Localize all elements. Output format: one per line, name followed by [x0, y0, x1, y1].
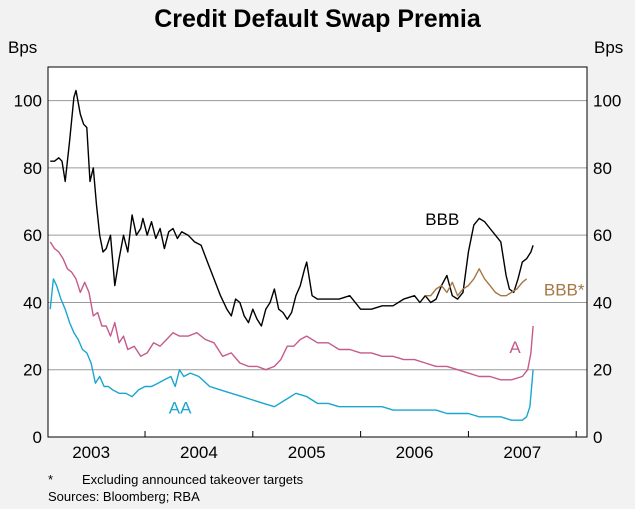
series-lines — [49, 89, 534, 421]
x-tick-label-2003: 2003 — [72, 443, 110, 462]
footnote-marker: * — [48, 472, 54, 487]
gridlines — [48, 100, 587, 371]
y-tick-right: 60 — [593, 226, 612, 245]
y-axis-unit-left: Bps — [8, 38, 37, 57]
y-tick-right: 0 — [593, 428, 602, 447]
x-tick-label-2006: 2006 — [396, 443, 434, 462]
y-tick-right: 20 — [593, 361, 612, 380]
y-tick-left: 20 — [23, 361, 42, 380]
y-tick-left: 80 — [23, 159, 42, 178]
series-label-aa: AA — [169, 398, 192, 417]
plot-area — [48, 67, 587, 437]
series-label-bbb: BBB — [425, 210, 459, 229]
x-tick-label-2004: 2004 — [180, 443, 218, 462]
y-tick-right: 40 — [593, 293, 612, 312]
series-label-bbb-adjusted: BBB* — [544, 281, 585, 300]
y-tick-left: 60 — [23, 226, 42, 245]
footnote-text: Excluding announced takeover targets — [82, 472, 304, 487]
series-line-aa — [49, 278, 534, 421]
series-line-bbb — [50, 89, 534, 327]
y-tick-left: 100 — [14, 92, 42, 111]
series-line-a — [49, 241, 534, 381]
footnote-sources: Sources: Bloomberg; RBA — [48, 489, 200, 504]
plot-frame — [47, 66, 588, 438]
y-tick-left: 40 — [23, 293, 42, 312]
series-line-bbb-adjusted — [425, 268, 528, 297]
footnote-takeover: * Excluding announced takeover targets — [48, 472, 303, 487]
y-tick-right: 80 — [593, 159, 612, 178]
chart-title: Credit Default Swap Premia — [154, 5, 482, 33]
series-label-a: A — [509, 338, 521, 357]
y-axis-unit-right: Bps — [594, 38, 623, 57]
y-tick-right: 100 — [593, 92, 621, 111]
x-tick-label-2005: 2005 — [288, 443, 326, 462]
axes: 0 0 20 20 40 40 60 60 80 80 100 100 2003 2004 2005 2006… — [14, 92, 622, 462]
y-tick-left: 0 — [33, 428, 42, 447]
x-tick-label-2007: 2007 — [503, 443, 541, 462]
